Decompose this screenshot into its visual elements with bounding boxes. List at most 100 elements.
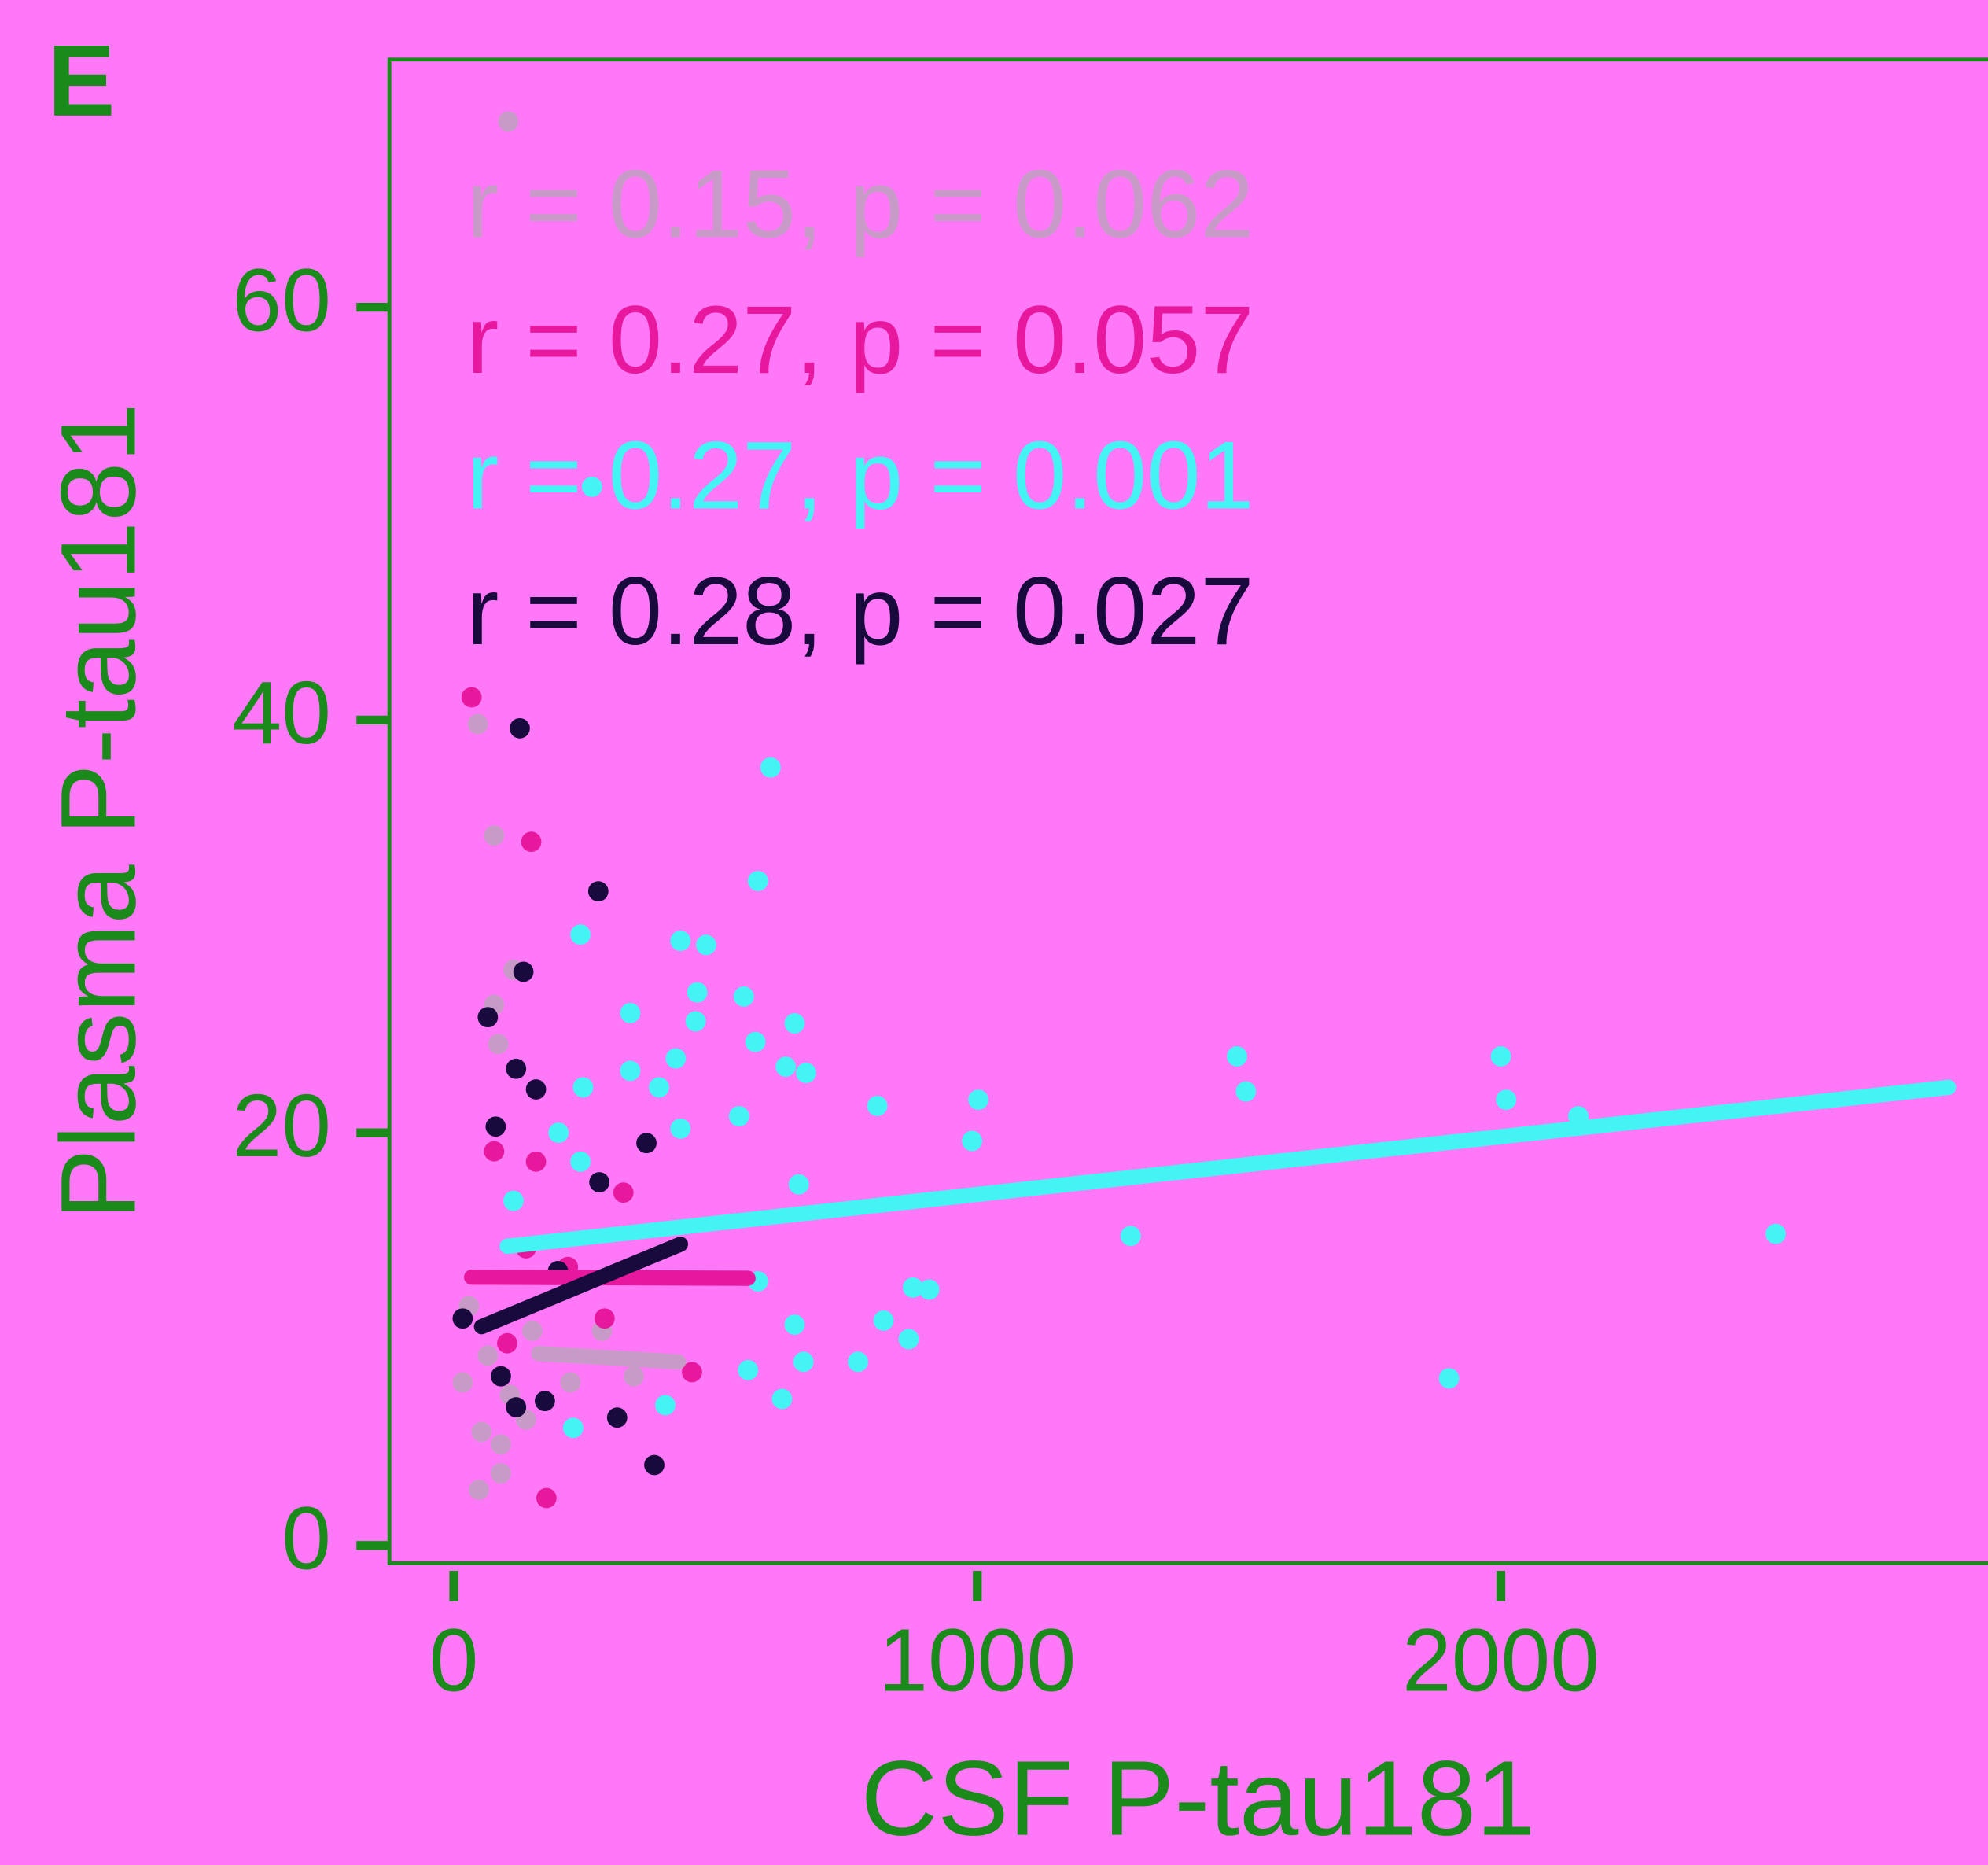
scatter-point bbox=[467, 713, 488, 735]
scatter-point bbox=[485, 1116, 506, 1137]
scatter-point bbox=[587, 881, 609, 902]
scatter-point bbox=[873, 1310, 894, 1331]
scatter-point bbox=[491, 1366, 511, 1387]
scatter-point bbox=[469, 1480, 489, 1500]
correlation-annotation: r = 0.27, p = 0.001 bbox=[466, 421, 1254, 529]
scatter-point bbox=[570, 924, 591, 945]
scatter-point bbox=[620, 1003, 641, 1023]
scatter-point bbox=[919, 1279, 940, 1300]
scatter-point bbox=[624, 1366, 644, 1387]
scatter-point bbox=[665, 1048, 687, 1069]
scatter-point bbox=[1235, 1081, 1257, 1102]
scatter-point bbox=[733, 986, 754, 1007]
y-tick-label: 40 bbox=[233, 663, 331, 762]
scatter-point bbox=[898, 1329, 919, 1350]
scatter-point bbox=[968, 1089, 989, 1110]
correlation-annotation: r = 0.28, p = 0.027 bbox=[466, 557, 1254, 665]
scatter-point bbox=[525, 1151, 547, 1172]
scatter-point bbox=[793, 1351, 814, 1373]
fit-line bbox=[499, 1079, 1957, 1255]
scatter-point bbox=[747, 871, 768, 891]
scatter-point bbox=[461, 687, 482, 708]
scatter-point bbox=[784, 1314, 805, 1335]
scatter-point bbox=[796, 1063, 816, 1083]
scatter-point bbox=[784, 1013, 805, 1034]
y-tick-label: 60 bbox=[233, 250, 331, 349]
scatter-point bbox=[644, 1454, 665, 1476]
scatter-point bbox=[962, 1130, 983, 1152]
scatter-point bbox=[670, 1118, 691, 1139]
scatter-point bbox=[572, 1077, 594, 1098]
scatter-point bbox=[477, 1345, 499, 1366]
scatter-point bbox=[491, 1434, 511, 1455]
scatter-point bbox=[685, 1011, 706, 1032]
scatter-point bbox=[560, 1372, 581, 1393]
x-tick-label: 0 bbox=[429, 1610, 479, 1709]
scatter-point bbox=[491, 1463, 511, 1484]
scatter-point bbox=[589, 1172, 610, 1192]
scatter-point bbox=[1765, 1223, 1786, 1244]
scatter-point bbox=[452, 1308, 473, 1329]
scatter-point bbox=[522, 1321, 543, 1341]
scatter-point bbox=[548, 1122, 569, 1143]
scatter-point bbox=[477, 1007, 499, 1028]
scatter-point bbox=[649, 1077, 669, 1098]
scatter-point bbox=[1227, 1046, 1247, 1067]
scatter-point bbox=[510, 717, 530, 739]
x-axis-title: CSF P-tau181 bbox=[861, 1738, 1536, 1858]
y-tick-label: 20 bbox=[233, 1076, 331, 1175]
fit-line bbox=[473, 1237, 688, 1335]
scatter-point bbox=[775, 1056, 797, 1078]
x-tick-label: 1000 bbox=[878, 1610, 1076, 1709]
y-axis-title: Plasma P-tau181 bbox=[38, 403, 157, 1219]
scatter-point bbox=[670, 931, 691, 951]
scatter-point bbox=[1490, 1046, 1511, 1067]
scatter-point bbox=[613, 1182, 634, 1203]
scatter-point bbox=[534, 1391, 555, 1412]
scatter-point bbox=[513, 961, 534, 982]
scatter-point bbox=[521, 831, 542, 853]
scatter-point bbox=[503, 1190, 524, 1211]
scatter-point bbox=[536, 1487, 557, 1509]
scatter-point bbox=[506, 1397, 527, 1417]
scatter-point bbox=[562, 1417, 584, 1439]
correlation-annotation: r = 0.15, p = 0.062 bbox=[466, 149, 1254, 257]
scatter-point bbox=[620, 1060, 641, 1082]
scatter-point bbox=[452, 1372, 473, 1393]
scatter-point bbox=[581, 476, 602, 497]
x-tick-label: 2000 bbox=[1402, 1610, 1600, 1709]
scatter-point bbox=[1120, 1226, 1141, 1247]
panel-border bbox=[387, 57, 1988, 1565]
scatter-point bbox=[696, 934, 716, 956]
scatter-point bbox=[471, 1421, 492, 1443]
correlation-annotation: r = 0.27, p = 0.057 bbox=[466, 286, 1254, 393]
scatter-point bbox=[484, 1141, 505, 1162]
scatter-point bbox=[498, 111, 519, 132]
scatter-point bbox=[497, 1332, 517, 1354]
scatter-point bbox=[903, 1277, 923, 1298]
scatter-point bbox=[867, 1096, 888, 1116]
scatter-point bbox=[484, 825, 505, 846]
scatter-point bbox=[488, 1034, 509, 1055]
y-tick-label: 0 bbox=[282, 1489, 331, 1588]
scatter-point bbox=[570, 1151, 591, 1172]
fit-line bbox=[531, 1346, 687, 1369]
scatter-point bbox=[687, 982, 708, 1003]
scatter-point bbox=[636, 1133, 657, 1154]
scatter-point bbox=[728, 1106, 749, 1126]
scatter-point bbox=[1496, 1089, 1517, 1110]
scatter-point bbox=[594, 1308, 615, 1329]
scatter-point bbox=[506, 1058, 527, 1079]
scatter-point bbox=[606, 1407, 628, 1428]
scatter-point bbox=[771, 1388, 793, 1410]
scatter-point bbox=[655, 1395, 676, 1416]
scatter-point bbox=[525, 1079, 547, 1100]
panel-label: E bbox=[47, 24, 115, 138]
scatter-point bbox=[760, 757, 781, 778]
scatter-point bbox=[848, 1351, 868, 1373]
scatter-point bbox=[1438, 1368, 1460, 1389]
scatter-point bbox=[745, 1031, 766, 1052]
